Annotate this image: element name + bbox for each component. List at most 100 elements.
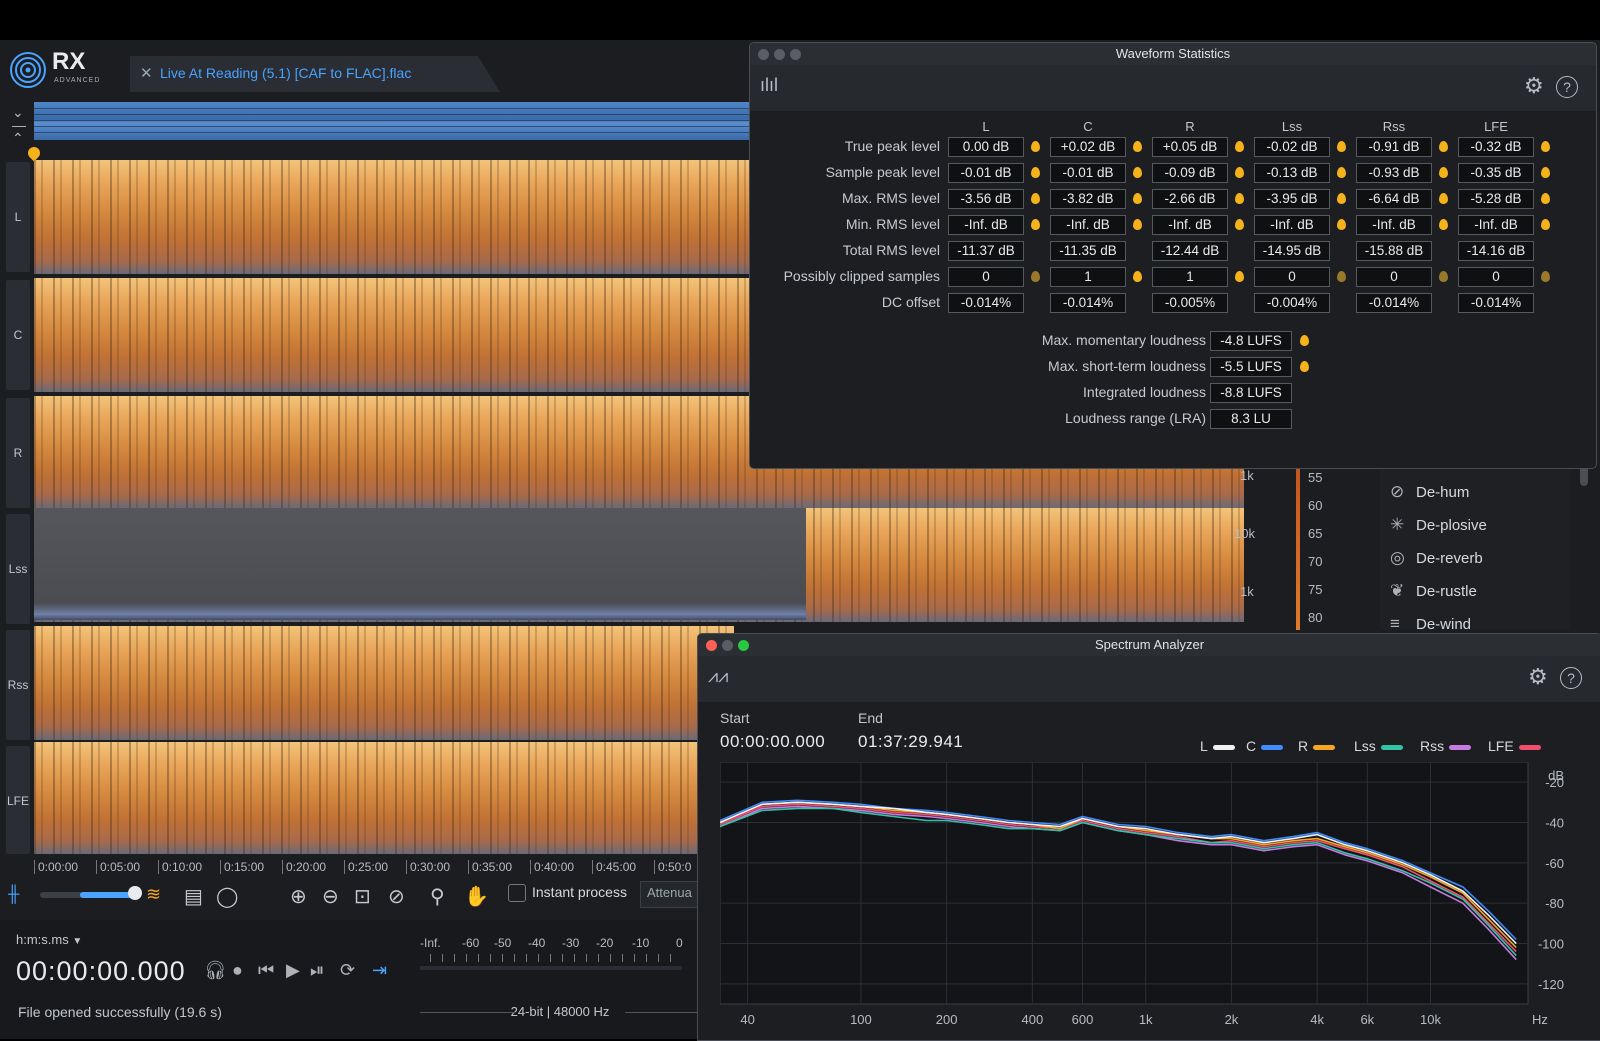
stat-value-cell[interactable]: -0.014%: [1050, 293, 1126, 313]
comment-icon[interactable]: ◯: [216, 886, 239, 908]
locate-pin-icon[interactable]: [1031, 193, 1040, 204]
loudness-value-cell[interactable]: -8.8 LUFS: [1210, 383, 1292, 403]
locate-pin-icon[interactable]: [1235, 271, 1244, 282]
collapse-overview-icon[interactable]: ⌄ — ⌃: [12, 104, 26, 146]
legend-item-rss[interactable]: Rss: [1420, 738, 1472, 754]
stat-value-cell[interactable]: 1: [1050, 267, 1126, 287]
file-tab[interactable]: ✕ Live At Reading (5.1) [CAF to FLAC].fl…: [130, 56, 500, 92]
stat-value-cell[interactable]: 0: [1458, 267, 1534, 287]
module-de-reverb[interactable]: ◎ De-reverb: [1390, 548, 1483, 567]
loudness-value-cell[interactable]: 8.3 LU: [1210, 409, 1292, 429]
locate-pin-icon[interactable]: [1031, 141, 1040, 152]
locate-pin-icon[interactable]: [1439, 271, 1448, 282]
stat-value-cell[interactable]: -14.16 dB: [1458, 241, 1534, 261]
zoom-slider-knob[interactable]: [128, 886, 142, 900]
legend-item-lfe[interactable]: LFE: [1488, 738, 1541, 754]
notes-icon[interactable]: ▤: [184, 886, 203, 908]
stat-value-cell[interactable]: -14.95 dB: [1254, 241, 1330, 261]
stat-value-cell[interactable]: -5.28 dB: [1458, 189, 1534, 209]
stat-value-cell[interactable]: -0.01 dB: [1050, 163, 1126, 183]
stat-value-cell[interactable]: +0.02 dB: [1050, 137, 1126, 157]
locate-pin-icon[interactable]: [1541, 141, 1550, 152]
legend-item-l[interactable]: L: [1200, 738, 1235, 754]
locate-pin-icon[interactable]: [1235, 193, 1244, 204]
window-zoom-button[interactable]: [738, 640, 749, 651]
spectrogram-rss[interactable]: [34, 626, 734, 740]
stat-value-cell[interactable]: -3.56 dB: [948, 189, 1024, 209]
zoom-selection-icon[interactable]: ⊡: [354, 886, 371, 908]
help-icon[interactable]: ?: [1556, 76, 1578, 98]
hand-tool-icon[interactable]: ✋: [464, 886, 489, 908]
module-de-rustle[interactable]: ❦ De-rustle: [1390, 581, 1477, 600]
legend-item-r[interactable]: R: [1298, 738, 1336, 754]
stat-value-cell[interactable]: -3.95 dB: [1254, 189, 1330, 209]
waveform-view-icon[interactable]: ╫: [8, 886, 20, 903]
module-de-hum[interactable]: ⊘ De-hum: [1390, 482, 1470, 501]
locate-pin-icon[interactable]: [1300, 335, 1309, 346]
record-icon[interactable]: ●: [232, 960, 243, 980]
channel-label-l[interactable]: L: [6, 162, 30, 272]
stat-value-cell[interactable]: -3.82 dB: [1050, 189, 1126, 209]
channel-label-c[interactable]: C: [6, 280, 30, 390]
stat-value-cell[interactable]: -0.014%: [1356, 293, 1432, 313]
stat-value-cell[interactable]: -0.32 dB: [1458, 137, 1534, 157]
gear-icon[interactable]: ⚙: [1528, 664, 1548, 689]
stat-value-cell[interactable]: -0.005%: [1152, 293, 1228, 313]
stat-value-cell[interactable]: -Inf. dB: [1152, 215, 1228, 235]
zoom-out-icon[interactable]: ⊖: [322, 886, 339, 908]
locate-pin-icon[interactable]: [1133, 193, 1142, 204]
stat-value-cell[interactable]: -Inf. dB: [1254, 215, 1330, 235]
spectrogram-view-icon[interactable]: ≋: [146, 884, 162, 904]
stat-value-cell[interactable]: -11.35 dB: [1050, 241, 1126, 261]
stat-value-cell[interactable]: -0.09 dB: [1152, 163, 1228, 183]
channel-label-r[interactable]: R: [6, 398, 30, 508]
stat-value-cell[interactable]: -0.13 dB: [1254, 163, 1330, 183]
locate-pin-icon[interactable]: [1031, 219, 1040, 230]
play-icon[interactable]: ▶︎: [286, 960, 300, 980]
locate-pin-icon[interactable]: [1300, 361, 1309, 372]
locate-pin-icon[interactable]: [1541, 271, 1550, 282]
help-icon[interactable]: ?: [1560, 667, 1582, 689]
stat-value-cell[interactable]: -12.44 dB: [1152, 241, 1228, 261]
gear-icon[interactable]: ⚙: [1524, 73, 1544, 98]
locate-pin-icon[interactable]: [1235, 219, 1244, 230]
stat-value-cell[interactable]: -Inf. dB: [948, 215, 1024, 235]
stat-value-cell[interactable]: 0.00 dB: [948, 137, 1024, 157]
stat-value-cell[interactable]: -0.02 dB: [1254, 137, 1330, 157]
window-close-button[interactable]: [706, 640, 717, 651]
stat-value-cell[interactable]: +0.05 dB: [1152, 137, 1228, 157]
locate-pin-icon[interactable]: [1133, 219, 1142, 230]
stat-value-cell[interactable]: -6.64 dB: [1356, 189, 1432, 209]
close-tab-icon[interactable]: ✕: [140, 65, 153, 82]
waveform-statistics-title[interactable]: Waveform Statistics: [750, 43, 1596, 65]
window-minimize-button[interactable]: [722, 640, 733, 651]
stat-value-cell[interactable]: 0: [1356, 267, 1432, 287]
stat-value-cell[interactable]: 0: [1254, 267, 1330, 287]
channel-label-lfe[interactable]: LFE: [6, 746, 30, 854]
stat-value-cell[interactable]: -0.91 dB: [1356, 137, 1432, 157]
module-list-scrollbar[interactable]: [1580, 462, 1588, 486]
locate-pin-icon[interactable]: [1541, 219, 1550, 230]
stat-value-cell[interactable]: 0: [948, 267, 1024, 287]
window-minimize-button[interactable]: [774, 49, 785, 60]
locate-pin-icon[interactable]: [1133, 167, 1142, 178]
loudness-value-cell[interactable]: -4.8 LUFS: [1210, 331, 1292, 351]
locate-pin-icon[interactable]: [1439, 141, 1448, 152]
locate-pin-icon[interactable]: [1337, 271, 1346, 282]
spectrum-analyzer-title[interactable]: Spectrum Analyzer: [698, 634, 1600, 656]
loudness-value-cell[interactable]: -5.5 LUFS: [1210, 357, 1292, 377]
module-de-plosive[interactable]: ✳ De-plosive: [1390, 515, 1487, 534]
stat-value-cell[interactable]: -0.93 dB: [1356, 163, 1432, 183]
locate-pin-icon[interactable]: [1337, 167, 1346, 178]
channel-label-lss[interactable]: Lss: [6, 514, 30, 624]
stat-value-cell[interactable]: -Inf. dB: [1356, 215, 1432, 235]
instant-process-checkbox[interactable]: [508, 884, 526, 902]
locate-pin-icon[interactable]: [1133, 141, 1142, 152]
zoom-in-icon[interactable]: ⊕: [290, 886, 307, 908]
locate-pin-icon[interactable]: [1235, 167, 1244, 178]
locate-pin-icon[interactable]: [1133, 271, 1142, 282]
magnify-icon[interactable]: ⚲: [430, 886, 445, 908]
locate-pin-icon[interactable]: [1031, 271, 1040, 282]
stat-value-cell[interactable]: -0.004%: [1254, 293, 1330, 313]
stat-value-cell[interactable]: -11.37 dB: [948, 241, 1024, 261]
